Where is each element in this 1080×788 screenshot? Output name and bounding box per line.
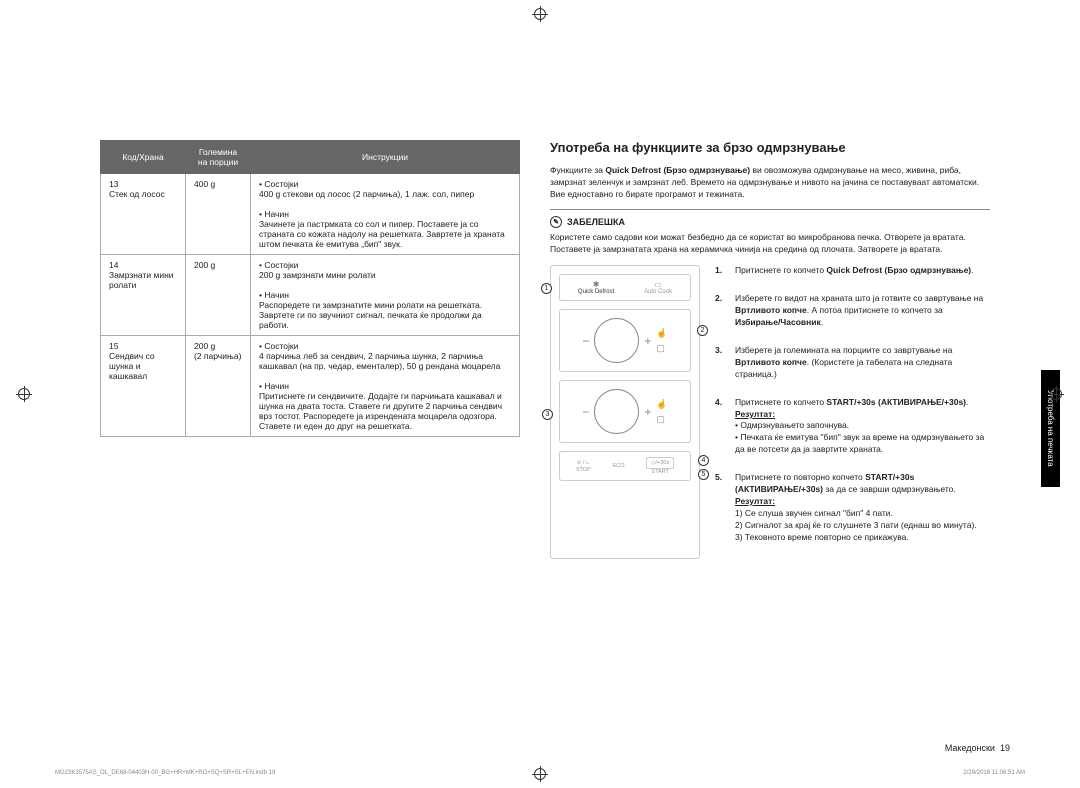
steps-list: 1.Притиснете го копчето Quick Defrost (Б… (715, 265, 990, 559)
dial (594, 389, 639, 434)
left-column: Код/Храна Големина на порции Инструкции … (100, 140, 520, 559)
table-row: 13Стек од лосос 400 g Состојки 400 g сте… (101, 174, 520, 255)
intro-text: Функциите за Quick Defrost (Брзо одмрзну… (550, 165, 990, 201)
th-instr: Инструкции (251, 141, 520, 174)
note-text: Користете само садови кои можат безбедно… (550, 232, 990, 256)
dial (594, 318, 639, 363)
note-icon: ✎ (550, 216, 562, 228)
footer-date: 2/29/2016 11:06:51 AM (963, 770, 1025, 776)
table-row: 14Замрзнати мини ролати 200 g Состојки 2… (101, 255, 520, 336)
page-footer: Македонски 19 (945, 743, 1010, 753)
right-column: Употреба на функциите за брзо одмрзнувањ… (550, 140, 990, 559)
footer-file: MG23K3575AS_OL_DE68-04403H-00_BG+HR+MK+R… (55, 770, 275, 776)
control-diagram: ❄Quick Defrost ▭Auto Cook 1 − + ☝▢ 2 − +… (550, 265, 700, 559)
note-heading: ✎ ЗАБЕЛЕШКА (550, 209, 990, 228)
section-title: Употреба на функциите за брзо одмрзнувањ… (550, 140, 990, 155)
cooking-table: Код/Храна Големина на порции Инструкции … (100, 140, 520, 437)
th-code: Код/Храна (101, 141, 186, 174)
th-size: Големина на порции (186, 141, 251, 174)
table-row: 15Сендвич со шунка и кашкавал 200 g(2 па… (101, 336, 520, 437)
